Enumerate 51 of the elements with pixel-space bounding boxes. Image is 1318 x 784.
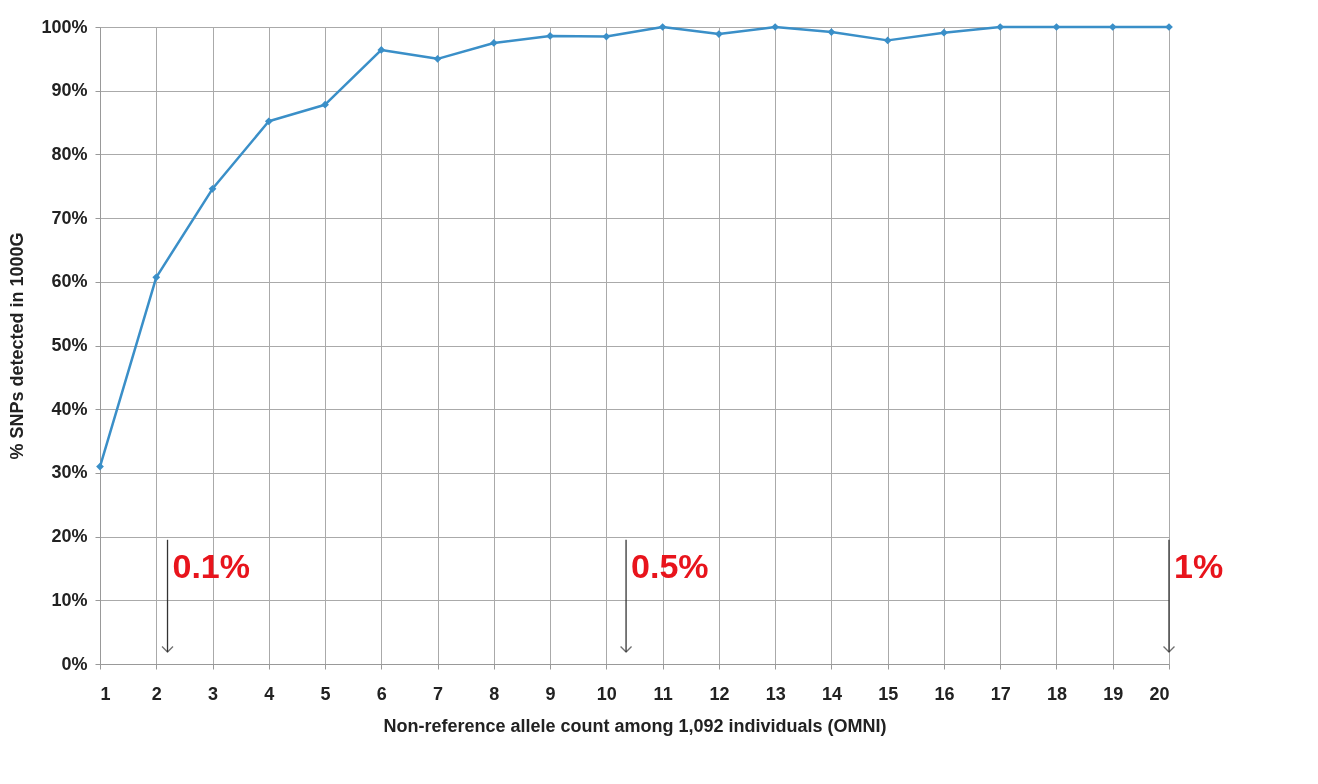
x-tick-label: 9 (545, 683, 556, 704)
x-axis-title: Non-reference allele count among 1,092 individuals (OMNI) (383, 715, 887, 736)
point (602, 32, 611, 41)
point (433, 54, 442, 63)
point (208, 184, 217, 193)
x-tick-label: 13 (765, 683, 786, 704)
point (883, 36, 892, 45)
point (321, 100, 329, 109)
x-tick-label: 15 (878, 683, 899, 704)
y-tick-label: 70% (51, 207, 88, 228)
x-tick-label: 16 (934, 683, 955, 704)
y-tick-label: 50% (51, 335, 88, 355)
x-tick-label: 20 (1149, 683, 1170, 704)
x-tick-label: 5 (320, 683, 331, 704)
x-tick-label: 11 (653, 683, 673, 704)
x-tick-label: 3 (208, 683, 219, 704)
point (377, 46, 386, 54)
point (546, 32, 554, 40)
point (152, 273, 161, 282)
point (489, 39, 498, 47)
y-tick-label: 100% (41, 16, 88, 37)
point (827, 28, 836, 36)
x-tick-label: 18 (1046, 683, 1067, 704)
y-tick-label: 60% (51, 271, 88, 292)
annotation: 0.5% (631, 547, 709, 586)
x-tick-label: 4 (264, 683, 275, 704)
y-tick-label: 0% (61, 653, 88, 674)
y-axis-title: % SNPs detected in 1000G (7, 232, 28, 460)
x-tick-label: 6 (376, 683, 387, 704)
x-tick-label: 14 (821, 683, 842, 704)
y-tick-label: 20% (51, 526, 88, 547)
x-tick-label: 7 (433, 683, 444, 704)
annotation: 0.1% (172, 547, 251, 586)
x-tick-label: 12 (709, 683, 730, 704)
y-tick-label: 30% (51, 462, 88, 483)
x-tick-label: 19 (1103, 683, 1124, 704)
point (940, 28, 948, 37)
point (658, 23, 667, 31)
y-tick-label: 10% (51, 589, 88, 610)
x-tick-label: 1 (100, 683, 111, 704)
x-tick-label: 2 (151, 683, 162, 704)
text: 1% (1174, 547, 1224, 586)
y-tick-label: 80% (51, 143, 88, 164)
point (264, 117, 273, 126)
x-tick-label: 17 (990, 683, 1011, 704)
point (1052, 23, 1061, 31)
y-tick-label: 90% (51, 80, 88, 101)
point (96, 462, 104, 471)
x-tick-label: 8 (489, 683, 500, 704)
y-tick-label: 40% (51, 398, 88, 419)
x-tick-label: 10 (596, 683, 617, 704)
